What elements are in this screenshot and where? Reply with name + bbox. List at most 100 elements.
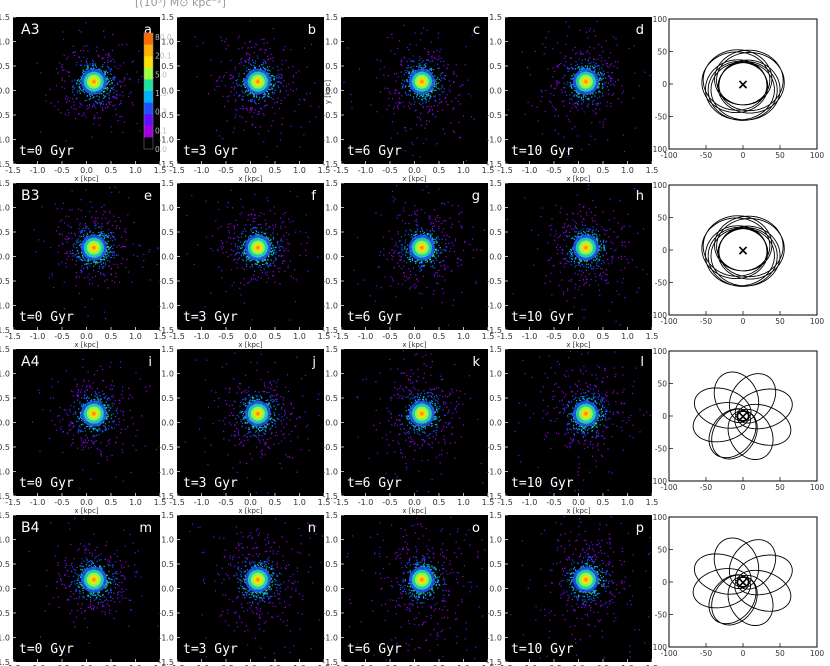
particle (138, 244, 140, 246)
particle (587, 37, 589, 39)
particle (604, 59, 606, 61)
particle (564, 57, 566, 59)
particle (431, 55, 433, 57)
particle (430, 223, 432, 225)
particle (265, 228, 267, 230)
particle (107, 240, 109, 242)
particle (573, 68, 575, 70)
particle (465, 160, 468, 162)
particle (439, 246, 441, 249)
particle (256, 55, 259, 57)
particle (288, 233, 290, 235)
particle (98, 265, 100, 267)
particle (438, 225, 440, 227)
particle (106, 223, 108, 225)
particle (409, 258, 411, 260)
particle (85, 99, 88, 102)
particle (394, 89, 396, 91)
particle (407, 105, 410, 107)
particle (256, 261, 259, 263)
particle (126, 73, 128, 75)
particle (420, 94, 422, 96)
particle (437, 37, 439, 39)
particle (124, 78, 126, 80)
particle (121, 115, 123, 117)
particle (421, 96, 424, 98)
particle (588, 97, 590, 99)
particle (434, 90, 436, 92)
particle (399, 102, 401, 104)
particle (270, 259, 272, 261)
particle (107, 53, 109, 55)
particle (628, 48, 630, 50)
particle (553, 87, 555, 90)
particle (257, 111, 259, 113)
particle (76, 271, 78, 273)
particle (272, 262, 274, 264)
particle (235, 108, 237, 110)
particle (61, 63, 63, 65)
particle (424, 96, 426, 98)
particle (410, 128, 412, 130)
particle (426, 234, 428, 236)
particle (111, 79, 113, 82)
particle (116, 97, 118, 99)
particle (440, 57, 442, 59)
particle (281, 123, 283, 126)
particle (603, 73, 605, 75)
particle (537, 120, 539, 122)
particle (521, 51, 523, 53)
particle (415, 44, 417, 46)
y-tick-label: 0.5 (161, 228, 174, 237)
particle (569, 81, 571, 84)
particle (244, 84, 246, 86)
particle (99, 261, 101, 263)
particle (407, 94, 410, 96)
particle (222, 76, 225, 78)
particle (577, 135, 579, 137)
particle (554, 70, 556, 72)
particle (99, 93, 101, 95)
particle (415, 224, 417, 226)
particle (438, 228, 440, 230)
particle (102, 109, 104, 112)
particle (95, 102, 97, 104)
particle (64, 113, 66, 115)
particle (420, 67, 422, 69)
particle (85, 227, 87, 230)
particle (383, 74, 385, 76)
particle (251, 265, 253, 268)
particle (607, 82, 609, 84)
particle (594, 35, 597, 37)
particle (98, 56, 100, 58)
particle (432, 255, 434, 257)
particle (251, 264, 253, 266)
particle (72, 89, 74, 91)
particle (462, 84, 464, 86)
particle (434, 95, 436, 97)
model-label: A3 (21, 22, 39, 38)
particle (252, 232, 254, 234)
particle (418, 117, 421, 119)
particle (72, 85, 74, 87)
particle (427, 233, 430, 235)
particle (433, 275, 436, 277)
particle (89, 230, 91, 232)
particle (100, 70, 103, 72)
particle (115, 98, 117, 100)
particle (82, 257, 84, 259)
particle (108, 102, 110, 104)
particle (453, 71, 455, 73)
y-tick-label: -1.0 (0, 302, 10, 311)
particle (103, 273, 105, 275)
particle (577, 67, 579, 69)
particle (220, 226, 222, 228)
particle (621, 101, 623, 103)
particle (284, 270, 286, 272)
particle (460, 225, 462, 227)
particle (100, 259, 102, 261)
particle (259, 49, 261, 51)
particle (294, 301, 296, 303)
particle (426, 233, 428, 235)
particle (601, 46, 603, 48)
